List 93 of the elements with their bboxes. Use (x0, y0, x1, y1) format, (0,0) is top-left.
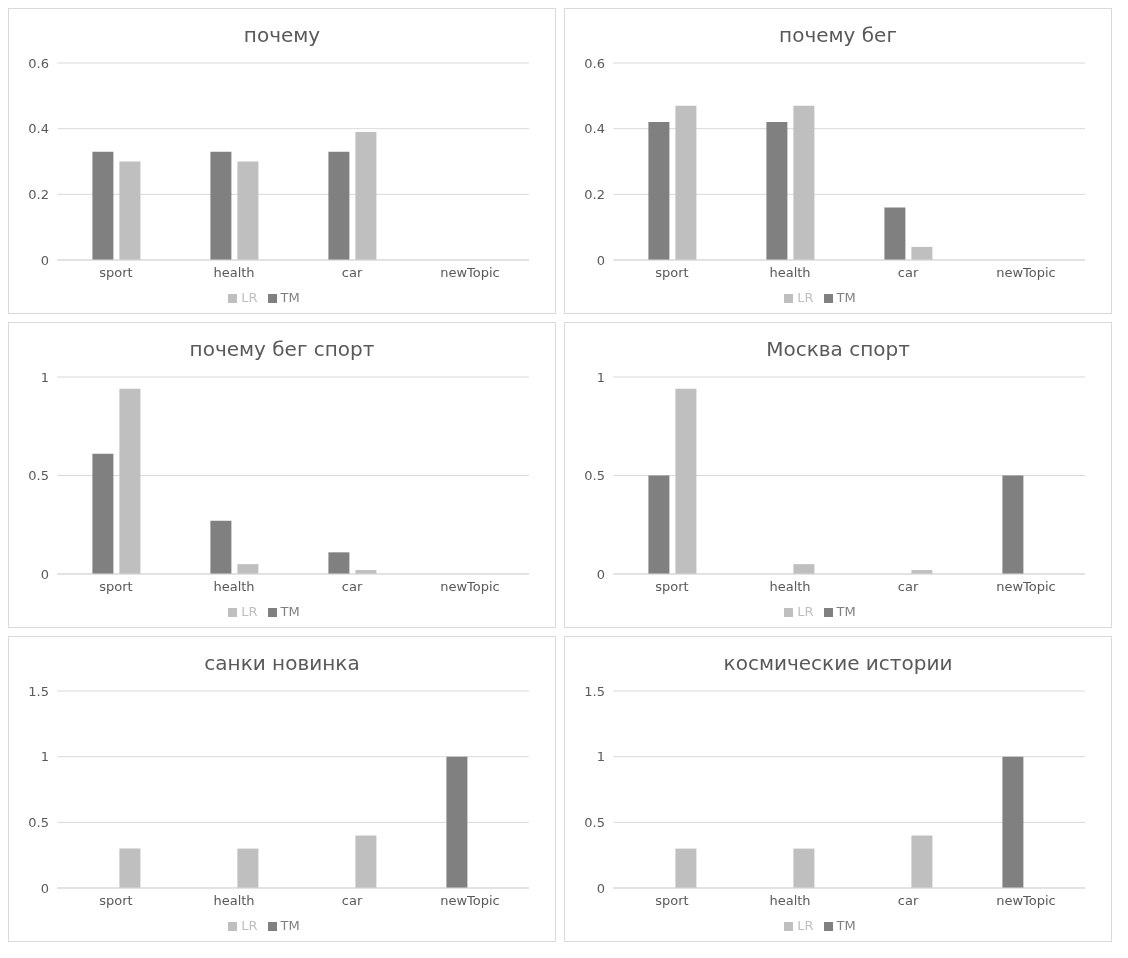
x-tick-label: sport (655, 579, 689, 595)
bar (766, 122, 788, 260)
x-tick-label: health (769, 265, 811, 281)
y-tick-label: 0 (596, 566, 605, 582)
legend-label: TM (280, 290, 300, 305)
x-tick-label: sport (99, 579, 133, 595)
bar (210, 520, 232, 574)
x-tick-label: newTopic (440, 893, 500, 909)
chart-title: почему бег (778, 23, 898, 49)
bar (237, 161, 259, 260)
y-tick-label: 1.5 (28, 683, 49, 699)
x-tick-label: health (769, 893, 811, 909)
legend-label: TM (280, 918, 300, 933)
y-tick-label: 0 (40, 566, 49, 582)
legend-label: LR (241, 604, 258, 619)
legend-label: LR (797, 918, 814, 933)
x-tick-label: car (897, 893, 919, 909)
y-tick-label: 0.5 (28, 468, 49, 484)
bar (237, 564, 259, 574)
bar (446, 756, 468, 888)
bar (119, 388, 141, 574)
chart-title: почему бег спорт (188, 337, 376, 363)
y-tick-label: 1.5 (584, 683, 605, 699)
x-tick-label: health (769, 579, 811, 595)
bar (210, 151, 232, 260)
bar (675, 388, 697, 574)
x-tick-label: car (897, 265, 919, 281)
y-tick-label: 0 (596, 252, 605, 268)
x-tick-label: sport (655, 893, 689, 909)
bar (119, 161, 141, 260)
bar (237, 848, 259, 888)
legend-label: LR (797, 604, 814, 619)
x-tick-label: newTopic (996, 579, 1056, 595)
bar (92, 151, 114, 260)
chart-title: космические истории (722, 651, 954, 677)
x-tick-label: car (341, 893, 363, 909)
chart-title: Москва спорт (765, 337, 911, 363)
bar (648, 122, 670, 260)
y-tick-label: 0.2 (584, 186, 605, 202)
legend-label: TM (836, 604, 856, 619)
legend-label: TM (836, 290, 856, 305)
x-tick-label: sport (99, 265, 133, 281)
x-tick-label: newTopic (440, 579, 500, 595)
y-tick-label: 0 (40, 252, 49, 268)
bar (355, 131, 377, 260)
bar (793, 848, 815, 888)
y-tick-label: 0.4 (584, 121, 605, 137)
x-tick-label: sport (655, 265, 689, 281)
y-tick-label: 1 (40, 749, 49, 765)
x-tick-label: car (341, 579, 363, 595)
chart-title: санки новинка (203, 651, 361, 677)
y-tick-label: 0.6 (584, 55, 605, 71)
y-tick-label: 0 (40, 880, 49, 896)
legend-label: LR (797, 290, 814, 305)
bar (92, 453, 114, 574)
legend-label: TM (280, 604, 300, 619)
x-tick-label: health (213, 579, 255, 595)
bar (675, 848, 697, 888)
x-tick-label: newTopic (996, 265, 1056, 281)
x-tick-label: newTopic (440, 265, 500, 281)
bar (793, 564, 815, 574)
y-tick-label: 0.4 (28, 121, 49, 137)
y-tick-label: 1 (40, 369, 49, 385)
chart-title: почему (242, 23, 322, 49)
y-tick-label: 0.5 (28, 814, 49, 830)
y-tick-label: 0.5 (584, 814, 605, 830)
bar (1002, 756, 1024, 888)
y-tick-label: 0.6 (28, 55, 49, 71)
x-tick-label: car (341, 265, 363, 281)
bar (119, 848, 141, 888)
y-tick-label: 1 (596, 369, 605, 385)
bar (793, 105, 815, 260)
y-tick-label: 0.2 (28, 186, 49, 202)
legend-label: LR (241, 918, 258, 933)
x-tick-label: newTopic (996, 893, 1056, 909)
x-tick-label: sport (99, 893, 133, 909)
x-tick-label: health (213, 893, 255, 909)
legend-label: TM (836, 918, 856, 933)
bar (884, 207, 906, 260)
bar (328, 552, 350, 574)
bar (675, 105, 697, 260)
bar (911, 246, 933, 260)
bar (328, 151, 350, 260)
y-tick-label: 0 (596, 880, 605, 896)
bar (1002, 475, 1024, 574)
bar (911, 835, 933, 888)
y-tick-label: 1 (596, 749, 605, 765)
x-tick-label: health (213, 265, 255, 281)
x-tick-label: car (897, 579, 919, 595)
legend-label: LR (241, 290, 258, 305)
bar (648, 475, 670, 574)
y-tick-label: 0.5 (584, 468, 605, 484)
bar (355, 835, 377, 888)
